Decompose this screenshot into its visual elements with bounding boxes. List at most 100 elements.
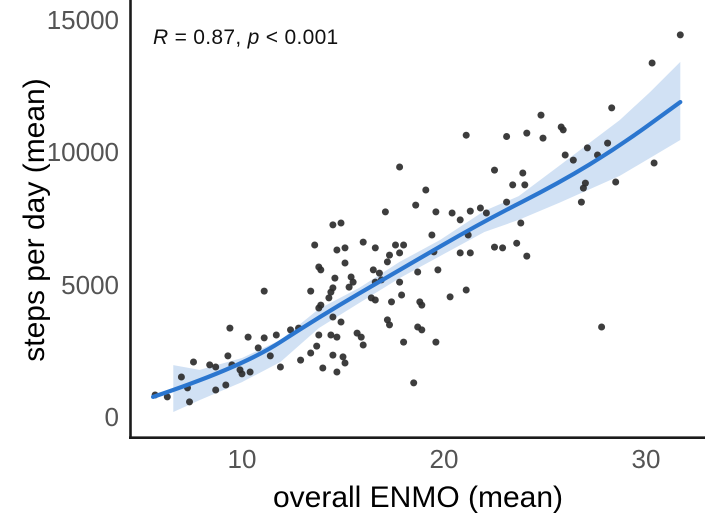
- data-point: [432, 338, 440, 346]
- data-point: [246, 368, 254, 376]
- data-point: [428, 231, 436, 239]
- data-point: [491, 243, 498, 251]
- data-point: [325, 294, 333, 302]
- data-point: [341, 359, 349, 367]
- data-point: [337, 318, 345, 326]
- data-point: [456, 249, 464, 257]
- data-point: [612, 178, 620, 186]
- data-point: [331, 274, 339, 282]
- annotation-italic-part: p: [247, 26, 260, 49]
- data-point: [448, 209, 456, 217]
- data-point: [212, 386, 220, 394]
- y-tick-label: 10000: [46, 137, 119, 168]
- data-point: [317, 266, 325, 274]
- data-point: [341, 259, 349, 267]
- x-tick-label: 30: [631, 444, 661, 474]
- data-point: [446, 293, 454, 301]
- data-point: [260, 287, 268, 295]
- data-point: [254, 344, 262, 352]
- data-point: [317, 301, 325, 309]
- y-tick-label: 5000: [61, 269, 119, 300]
- data-point: [313, 342, 321, 350]
- confidence-band: [173, 61, 681, 413]
- data-point: [357, 333, 365, 341]
- x-tick-label: 10: [227, 444, 257, 474]
- data-point: [337, 219, 345, 227]
- data-point: [581, 179, 589, 187]
- data-point: [260, 334, 268, 342]
- data-point: [222, 381, 230, 389]
- data-point: [523, 129, 531, 137]
- data-point: [398, 291, 406, 299]
- data-point: [371, 296, 379, 304]
- data-point: [341, 244, 349, 252]
- annotation-italic-part: R: [153, 26, 169, 49]
- annotation-part: = 0.87,: [168, 26, 248, 49]
- data-point: [569, 156, 577, 164]
- data-point: [432, 208, 440, 216]
- data-point: [333, 368, 341, 376]
- data-point: [503, 133, 511, 140]
- data-point: [583, 144, 591, 152]
- data-point: [272, 331, 280, 339]
- data-point: [287, 326, 294, 334]
- data-point: [521, 181, 529, 189]
- data-point: [186, 398, 193, 406]
- data-point: [491, 166, 498, 174]
- data-point: [238, 370, 246, 378]
- data-point: [319, 364, 327, 372]
- data-point: [224, 352, 232, 360]
- data-point: [539, 134, 547, 142]
- data-point: [375, 269, 383, 277]
- data-point: [608, 104, 616, 112]
- data-point: [462, 131, 470, 139]
- data-point: [396, 278, 404, 286]
- data-point: [359, 341, 367, 349]
- data-point: [327, 331, 335, 339]
- data-point: [212, 363, 220, 371]
- data-point: [466, 249, 474, 257]
- data-point: [339, 353, 347, 361]
- data-point: [206, 361, 214, 369]
- data-point: [307, 287, 315, 295]
- data-point: [329, 351, 337, 359]
- correlation-annotation: R = 0.87, p < 0.001: [153, 26, 339, 50]
- data-point: [537, 111, 545, 119]
- data-point: [400, 241, 408, 249]
- x-axis-title: overall ENMO (mean): [272, 481, 564, 514]
- data-point: [676, 31, 684, 39]
- data-point: [561, 151, 569, 159]
- data-point: [410, 379, 418, 387]
- data-point: [307, 349, 315, 357]
- data-point: [333, 246, 341, 254]
- data-point: [499, 244, 507, 252]
- data-point: [650, 159, 658, 167]
- data-point: [315, 331, 323, 339]
- data-point: [396, 249, 404, 257]
- y-tick-label: 0: [104, 402, 119, 432]
- data-point: [396, 163, 404, 171]
- data-point: [418, 326, 426, 334]
- data-point: [386, 251, 393, 259]
- data-point: [311, 241, 319, 249]
- data-point: [266, 352, 274, 360]
- data-point: [577, 198, 585, 206]
- data-point: [345, 283, 353, 291]
- data-point: [329, 221, 337, 229]
- data-point: [297, 356, 305, 364]
- data-point: [523, 252, 531, 260]
- data-point: [604, 139, 612, 147]
- x-tick-label: 20: [429, 444, 459, 474]
- data-point: [369, 266, 377, 274]
- data-point: [509, 181, 517, 189]
- data-point: [434, 266, 442, 274]
- data-point: [329, 313, 337, 321]
- data-point: [456, 216, 464, 224]
- data-point: [598, 323, 606, 331]
- y-axis-title: steps per day (mean): [18, 78, 51, 362]
- data-point: [517, 219, 525, 227]
- data-point: [462, 286, 470, 294]
- data-point: [503, 198, 511, 206]
